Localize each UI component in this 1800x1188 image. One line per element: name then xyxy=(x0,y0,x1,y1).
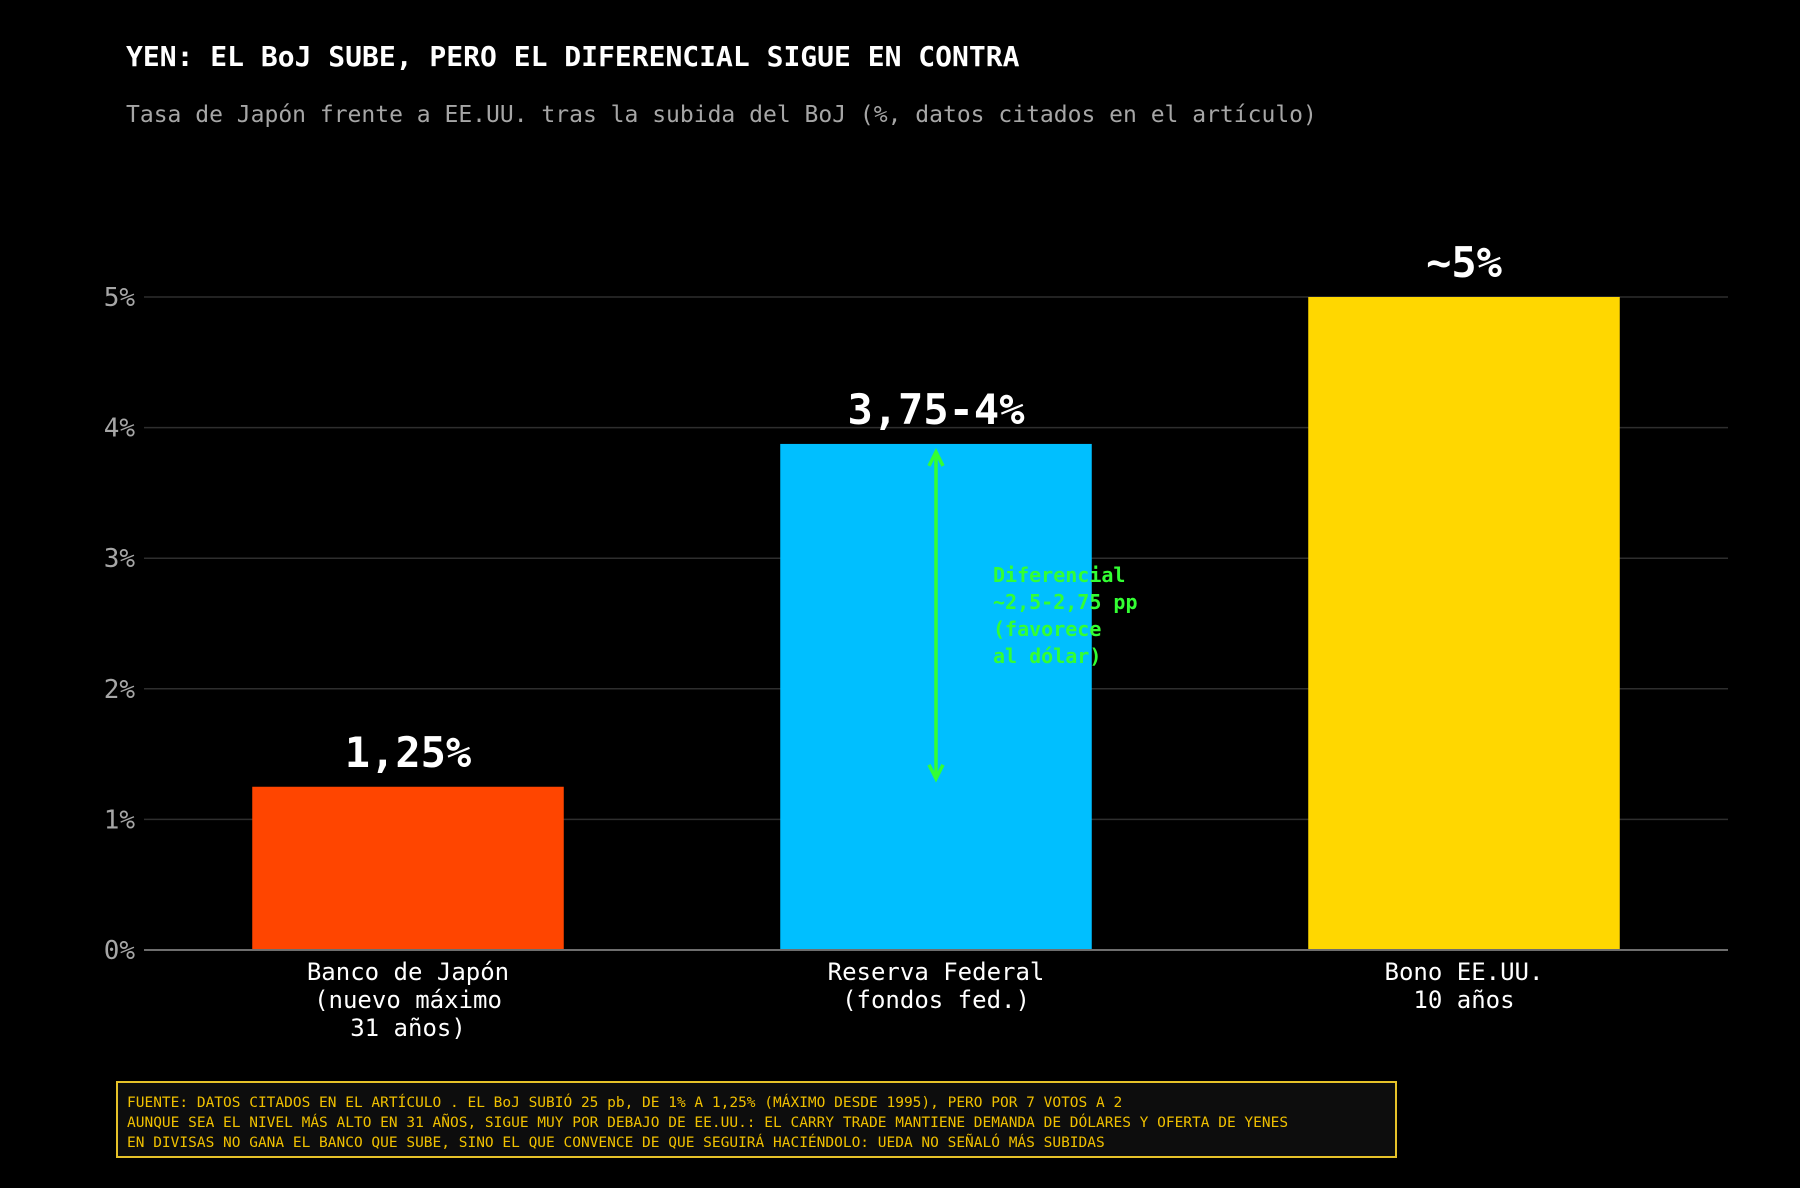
y-tick-label: 0% xyxy=(104,936,136,966)
y-tick-label: 5% xyxy=(104,283,136,313)
axis-layer: 0% 1% 2% 3% 4% 5% xyxy=(104,283,1728,966)
arrow-head-up xyxy=(927,448,945,467)
chart-title: YEN: EL BoJ SUBE, PERO EL DIFERENCIAL SI… xyxy=(126,40,1020,73)
bar-value-label: 3,75-4% xyxy=(847,385,1024,434)
differential-annotation: ~2,5-2,75 pp xyxy=(993,590,1138,614)
footnote-line: FUENTE: DATOS CITADOS EN EL ARTÍCULO . E… xyxy=(127,1095,1123,1111)
annotation-layer: Diferencial ~2,5-2,75 pp (favorece al dólar… xyxy=(927,448,1138,783)
bar-layer xyxy=(252,297,1620,950)
x-tick-label: Reserva Federal xyxy=(828,958,1045,986)
arrow-head-down xyxy=(927,763,945,783)
bar-chart: 0% 1% 2% 3% 4% 5% 1,25% Banco de Japón(nuevo m… xyxy=(104,238,1728,1042)
bar xyxy=(1308,297,1620,950)
differential-annotation: (favorece xyxy=(993,617,1101,641)
bar xyxy=(252,786,564,950)
differential-annotation: al dólar) xyxy=(993,644,1101,668)
chart-subtitle: Tasa de Japón frente a EE.UU. tras la su… xyxy=(126,102,1317,128)
x-tick-label: (nuevo máximo xyxy=(314,986,502,1014)
bar-value-label: 1,25% xyxy=(345,728,471,777)
x-tick-label: (fondos fed.) xyxy=(842,986,1030,1014)
y-tick-label: 2% xyxy=(104,675,136,705)
footnote-line: EN DIVISAS NO GANA EL BANCO QUE SUBE, SI… xyxy=(127,1135,1105,1151)
y-tick-label: 3% xyxy=(104,544,136,574)
source-footnote: FUENTE: DATOS CITADOS EN EL ARTÍCULO . E… xyxy=(116,1081,1397,1158)
x-tick-label: Bono EE.UU. xyxy=(1385,958,1544,986)
x-tick-label: Banco de Japón xyxy=(307,958,509,986)
differential-annotation: Diferencial xyxy=(993,563,1125,587)
x-tick-label: 10 años xyxy=(1413,986,1514,1014)
y-tick-label: 4% xyxy=(104,414,136,444)
x-tick-label: 31 años) xyxy=(350,1014,466,1042)
y-tick-label: 1% xyxy=(104,805,136,835)
footnote-line: AUNQUE SEA EL NIVEL MÁS ALTO EN 31 AÑOS,… xyxy=(127,1115,1289,1131)
bar-value-label: ~5% xyxy=(1426,238,1502,287)
